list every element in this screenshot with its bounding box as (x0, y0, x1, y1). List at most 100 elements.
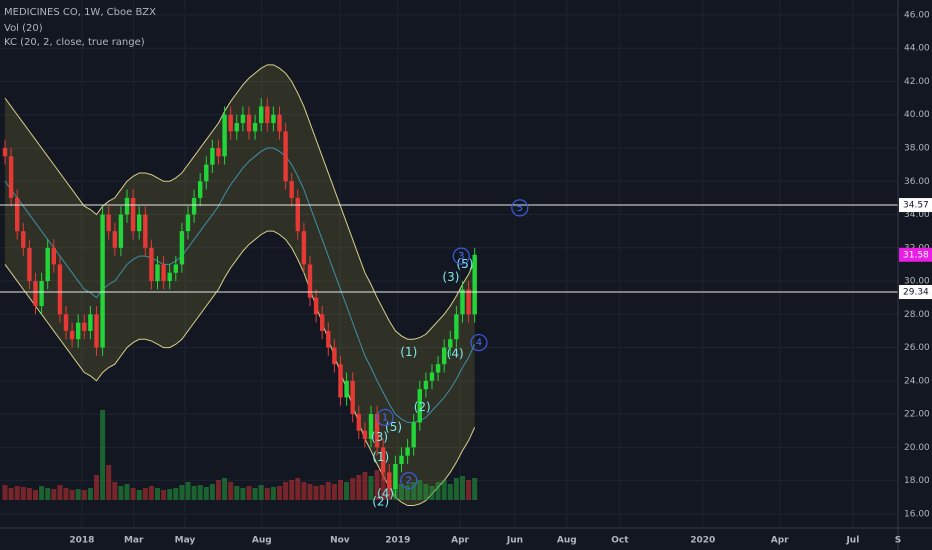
volume-bar (173, 488, 179, 500)
x-tick-label: S (895, 536, 901, 546)
wave-label: (3) (442, 270, 459, 284)
candle-body (69, 330, 75, 340)
candle-body (118, 214, 124, 248)
volume-bar (148, 486, 154, 500)
candle-body (441, 347, 447, 365)
price-label-box (899, 198, 932, 213)
volume-bar (81, 490, 87, 500)
candle-body (155, 264, 160, 282)
volume-bar (14, 486, 20, 500)
volume-bar (466, 480, 472, 500)
volume-bar (441, 480, 447, 500)
x-tick-label: 2018 (69, 536, 94, 546)
wave-label: 4 (476, 338, 482, 349)
volume-bar (136, 490, 142, 500)
x-tick-label: Apr (451, 536, 469, 546)
volume-bar (39, 486, 45, 500)
candle-body (82, 322, 87, 331)
x-tick-label: Aug (557, 536, 577, 546)
volume-bar (191, 486, 197, 500)
volume-bar (283, 482, 289, 500)
y-tick-label: 18.00 (904, 476, 930, 486)
volume-bar (234, 486, 240, 500)
volume-bar (246, 486, 252, 500)
indicator-label: KC (20, 2, close, true range) (4, 37, 145, 48)
candle-body (8, 156, 14, 198)
candle-body (301, 231, 307, 265)
volume-bar (264, 488, 270, 500)
kc-fill (5, 64, 475, 506)
volume-bar (289, 480, 295, 500)
candle-body (204, 164, 209, 182)
wave-label: (5) (385, 420, 402, 434)
candle-body (435, 364, 441, 373)
wave-circle (376, 408, 394, 427)
y-tick-label: 28.00 (904, 310, 930, 320)
volume-bar (411, 482, 417, 500)
volume-bar (51, 489, 57, 500)
wave-label: (5) (456, 257, 473, 271)
volume-bar (307, 484, 313, 500)
volume-bar (368, 476, 374, 500)
candle-body (51, 247, 56, 265)
candle-body (185, 214, 191, 232)
y-tick-label: 34.00 (904, 210, 930, 220)
y-tick-label: 44.00 (904, 44, 930, 54)
candle-body (240, 114, 246, 124)
y-tick-label: 38.00 (904, 144, 930, 154)
volume-bar (93, 475, 99, 500)
volume-bar (209, 484, 215, 500)
candle-body (27, 247, 32, 282)
candle-body (466, 289, 471, 315)
y-tick-label: 36.00 (904, 177, 930, 187)
y-tick-label: 24.00 (904, 376, 930, 386)
wave-label: (3) (371, 430, 388, 444)
volume-bar (87, 488, 93, 500)
volume-bar (258, 485, 264, 500)
volume-bar (344, 482, 350, 500)
candle-body (191, 197, 197, 215)
volume-bar (63, 488, 69, 500)
y-tick-label: 20.00 (904, 443, 930, 453)
candle-body (313, 297, 319, 315)
price-label: 29.34 (903, 288, 929, 298)
candle-body (15, 197, 20, 232)
wave-label: 5 (517, 203, 523, 214)
volume-bar (215, 480, 221, 500)
wave-label: 2 (406, 476, 412, 487)
x-tick-label: 2019 (385, 536, 410, 546)
y-tick-label: 22.00 (904, 410, 930, 420)
y-tick-label: 42.00 (904, 77, 930, 87)
candle-body (295, 197, 300, 232)
indicator-label: Vol (20) (4, 23, 43, 34)
candle-body (258, 106, 264, 124)
volume-bar (276, 486, 282, 500)
volume-bar (295, 478, 301, 500)
candle-body (472, 254, 477, 315)
volume-bar (197, 485, 203, 500)
candle-body (136, 214, 142, 232)
candle-body (368, 414, 374, 440)
volume-bar (112, 482, 118, 500)
volume-bar (33, 490, 39, 500)
volume-bar (124, 484, 130, 500)
candle-body (417, 389, 422, 423)
candle-body (344, 380, 349, 398)
candle-body (2, 148, 8, 157)
wave-label: (4) (447, 347, 464, 361)
y-tick-label: 26.00 (904, 343, 930, 353)
volume-bar (337, 480, 343, 500)
volume-bar (100, 410, 106, 500)
candle-body (228, 114, 233, 132)
x-tick-label: 2020 (690, 536, 715, 546)
volume-bar (380, 472, 386, 500)
wave-label: (1) (400, 345, 417, 359)
candle-body (429, 372, 435, 381)
volume-bar (167, 489, 173, 500)
candle-body (106, 214, 111, 232)
candle-body (289, 181, 294, 198)
volume-bar (374, 470, 380, 500)
wave-label: (4) (377, 486, 394, 500)
axes: 16.00 18.00 20.00 22.00 24.00 26.00 28.00 30.00… (69, 10, 932, 546)
